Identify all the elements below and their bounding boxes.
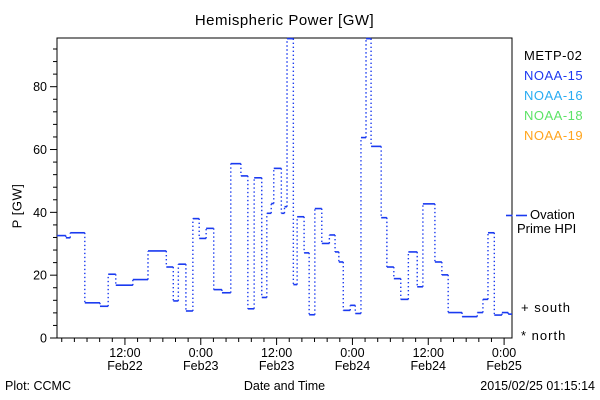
legend-item-noaa-16: NOAA-16: [524, 88, 584, 103]
x-axis-title: Date and Time: [243, 379, 326, 393]
legend-item-metp-02: METP-02: [524, 48, 583, 63]
legend-item-noaa-19: NOAA-19: [524, 128, 584, 143]
legend-item-noaa-15: NOAA-15: [524, 68, 584, 83]
x-tick-time-label: 12:00: [413, 346, 444, 360]
y-tick-label: 60: [33, 143, 47, 157]
x-tick-date-label: Feb24: [411, 359, 446, 373]
y-axis-label: P [GW]: [9, 183, 25, 229]
y-tick-label: 20: [33, 269, 47, 283]
south-marker-label: + south: [521, 300, 572, 315]
plot-timestamp: 2015/02/25 01:15:14: [480, 379, 595, 393]
x-tick-date-label: Feb24: [335, 359, 370, 373]
x-tick-time-label: 0:00: [492, 346, 516, 360]
plot-area-border: [56, 37, 513, 339]
x-tick-time-label: 0:00: [189, 346, 213, 360]
x-tick-date-label: Feb25: [486, 359, 521, 373]
y-tick-label: 0: [40, 332, 47, 346]
x-tick-time-label: 12:00: [109, 346, 140, 360]
ovation-legend-line1: Ovation: [530, 207, 575, 222]
y-tick-label: 40: [33, 206, 47, 220]
x-tick-time-label: 12:00: [261, 346, 292, 360]
plot-source-label: Plot: CCMC: [5, 379, 71, 393]
north-marker-label: * north: [521, 328, 567, 343]
chart-title: Hemispheric Power [GW]: [194, 12, 375, 29]
y-tick-label: 80: [33, 80, 47, 94]
x-tick-date-label: Feb23: [259, 359, 294, 373]
legend-item-noaa-18: NOAA-18: [524, 108, 584, 123]
ovation-legend-line2: Prime HPI: [517, 221, 577, 236]
x-tick-date-label: Feb22: [107, 359, 142, 373]
x-tick-date-label: Feb23: [183, 359, 218, 373]
x-tick-time-label: 0:00: [340, 346, 364, 360]
